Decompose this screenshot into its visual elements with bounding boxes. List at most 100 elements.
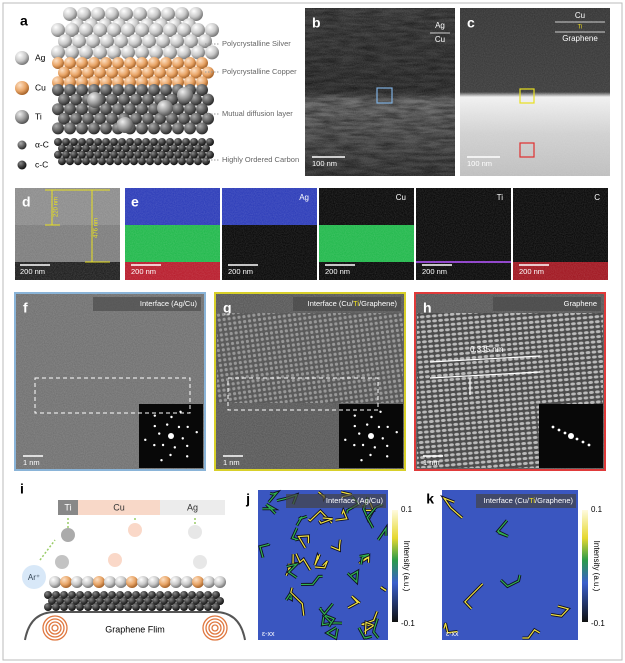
atom	[149, 23, 163, 37]
atom	[158, 138, 166, 146]
title-part: Interface (Cu/	[484, 496, 530, 505]
atom	[142, 66, 154, 79]
strain-feature	[443, 622, 458, 634]
atom	[182, 138, 190, 146]
carbon-atom	[68, 603, 76, 611]
carbon-atom	[116, 603, 124, 611]
atom	[79, 23, 93, 37]
atom	[149, 45, 163, 60]
atom	[102, 138, 110, 146]
atom	[94, 66, 106, 79]
atom	[163, 23, 177, 37]
atom	[100, 122, 112, 135]
layer-label: Ti	[578, 25, 583, 31]
lattice	[217, 313, 403, 403]
carbon-atom	[168, 597, 176, 605]
atom	[202, 144, 210, 153]
atom	[190, 138, 198, 146]
atom	[77, 7, 91, 21]
atom	[205, 45, 219, 60]
atom	[146, 157, 154, 166]
atom	[64, 84, 76, 96]
legend-sphere	[15, 51, 29, 65]
fft-spot	[377, 425, 381, 429]
atom	[58, 157, 66, 166]
target	[160, 500, 225, 515]
scale-label: 200 nm	[519, 267, 544, 276]
atom	[166, 138, 174, 146]
atom	[146, 144, 154, 153]
layer-label: Ag	[435, 21, 445, 30]
atom	[194, 157, 202, 166]
atom	[126, 138, 134, 146]
carbon-atom	[64, 597, 72, 605]
substrate-label: Graphene Flim	[105, 624, 165, 634]
atom	[186, 157, 194, 166]
strain-feature	[321, 614, 343, 626]
atom	[66, 157, 74, 166]
texture	[460, 8, 610, 176]
deposit-atom	[49, 576, 61, 588]
atom	[122, 157, 130, 166]
atom	[106, 66, 118, 79]
carbon-atom	[164, 603, 172, 611]
atom	[118, 66, 130, 79]
carbon-atom	[208, 597, 216, 605]
panel-label: b	[312, 15, 321, 31]
scale-label: 200 nm	[228, 267, 253, 276]
fft-spot	[581, 440, 585, 444]
panel-i: i Ti Cu Ag Ar⁺ Graphene Flim	[20, 481, 246, 641]
ti-atom	[87, 92, 103, 108]
carbon-atom	[148, 591, 156, 599]
panel-g: g Interface (Cu/Ti/Graphene) 1 nm	[214, 292, 406, 471]
colorbar-max: 0.1	[401, 505, 413, 514]
atom	[52, 84, 64, 96]
atom	[124, 57, 136, 69]
atom	[54, 150, 62, 159]
deposit-atom	[126, 576, 138, 588]
carbon-atom	[132, 603, 140, 611]
panel-label: e	[131, 194, 139, 210]
carbon-atom	[172, 591, 180, 599]
layer-annotation: Mutual diffusion layer	[222, 109, 293, 118]
panel-j: j Interface (Ag/Cu) ε-xx 0.1 -0.1 Intensity (…	[245, 489, 415, 641]
atom	[166, 112, 178, 125]
strain-feature	[314, 560, 328, 569]
panel-title: Interface (Ag/Cu)	[326, 496, 384, 505]
legend-sphere	[17, 140, 27, 150]
fft-spot	[563, 431, 567, 435]
roller	[205, 618, 225, 638]
carbon-atom	[172, 603, 180, 611]
fft-spot	[144, 438, 147, 442]
layer-label: Graphene	[562, 34, 598, 43]
atom	[148, 57, 160, 69]
strain-feature	[259, 543, 270, 558]
atom	[202, 93, 214, 106]
atom	[107, 45, 121, 60]
carbon-atom	[200, 597, 208, 605]
atom	[76, 57, 88, 69]
colorbar-label: Intensity (a.u.)	[402, 541, 411, 592]
carbon-atom	[84, 603, 92, 611]
atom	[106, 112, 118, 125]
fft-spot	[158, 432, 161, 435]
atom	[114, 157, 122, 166]
atom	[52, 103, 64, 116]
panel-b: b Ag Cu 100 nm	[305, 8, 455, 176]
fft-spot	[165, 423, 169, 426]
atom	[79, 45, 93, 60]
roi-box	[376, 87, 393, 104]
fft-spot	[161, 443, 165, 447]
atom	[72, 34, 86, 49]
atom	[114, 34, 128, 49]
panel-label: c	[467, 15, 475, 31]
title-part: /Graphene)	[359, 299, 397, 308]
carbon-atom	[192, 597, 200, 605]
carbon-atom	[52, 591, 60, 599]
fft-spot	[386, 425, 389, 429]
strain-feature	[319, 603, 334, 615]
atom	[100, 103, 112, 116]
atom	[178, 66, 190, 79]
atom	[147, 7, 161, 21]
fft-spot	[381, 437, 384, 440]
